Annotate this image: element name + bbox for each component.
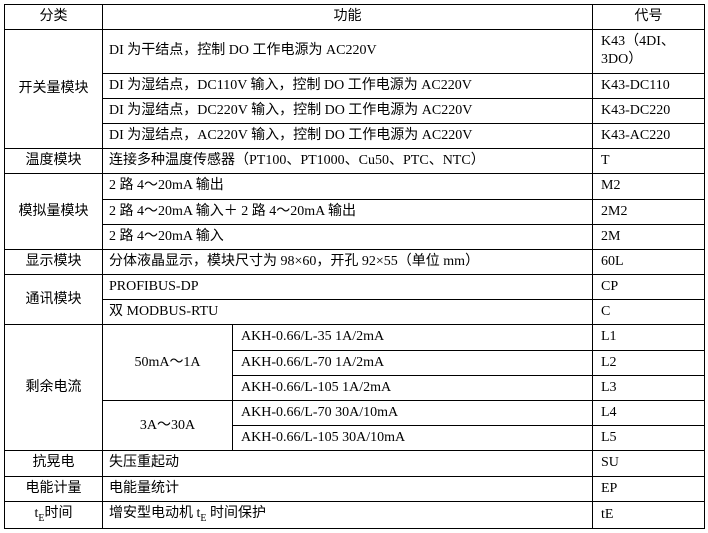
cell-code: L5 <box>593 426 705 451</box>
cell-range1: 50mA～1A <box>103 325 233 401</box>
cell-func: AKH-0.66/L-70 1A/2mA <box>233 350 593 375</box>
cell-func: DI 为湿结点，DC220V 输入，控制 DO 工作电源为 AC220V <box>103 98 593 123</box>
te-cat-post: 时间 <box>45 506 73 521</box>
header-category: 分类 <box>5 5 103 30</box>
cell-code: M2 <box>593 174 705 199</box>
cell-code: C <box>593 300 705 325</box>
table-row: 模拟量模块 2 路 4～20mA 输出 M2 <box>5 174 705 199</box>
table-row: 双 MODBUS-RTU C <box>5 300 705 325</box>
cell-func: 失压重起动 <box>103 451 593 476</box>
cell-code: L4 <box>593 401 705 426</box>
cell-code: K43（4DI、3DO） <box>593 30 705 73</box>
te-func-pre: 增安型电动机 t <box>109 506 200 521</box>
table-row: DI 为湿结点，DC220V 输入，控制 DO 工作电源为 AC220V K43… <box>5 98 705 123</box>
cell-func: 电能量统计 <box>103 476 593 501</box>
cell-func: 双 MODBUS-RTU <box>103 300 593 325</box>
cell-func: AKH-0.66/L-105 1A/2mA <box>233 375 593 400</box>
cell-func: DI 为湿结点，DC110V 输入，控制 DO 工作电源为 AC220V <box>103 73 593 98</box>
cell-func: AKH-0.66/L-70 30A/10mA <box>233 401 593 426</box>
cell-func: 2 路 4～20mA 输入 <box>103 224 593 249</box>
cell-func: PROFIBUS-DP <box>103 275 593 300</box>
cell-code: T <box>593 149 705 174</box>
cell-code: L2 <box>593 350 705 375</box>
cell-func: AKH-0.66/L-35 1A/2mA <box>233 325 593 350</box>
cell-func: DI 为干结点，控制 DO 工作电源为 AC220V <box>103 30 593 73</box>
cell-code: 2M2 <box>593 199 705 224</box>
cell-code: SU <box>593 451 705 476</box>
cell-func: 2 路 4～20mA 输出 <box>103 174 593 199</box>
cell-code: 60L <box>593 249 705 274</box>
cat-analog: 模拟量模块 <box>5 174 103 250</box>
table-row: 剩余电流 50mA～1A AKH-0.66/L-35 1A/2mA L1 <box>5 325 705 350</box>
te-func-post: 时间保护 <box>207 506 267 521</box>
cell-range2: 3A～30A <box>103 401 233 451</box>
cat-display: 显示模块 <box>5 249 103 274</box>
cell-code: CP <box>593 275 705 300</box>
header-code: 代号 <box>593 5 705 30</box>
cell-code: K43-DC110 <box>593 73 705 98</box>
header-row: 分类 功能 代号 <box>5 5 705 30</box>
cell-code: 2M <box>593 224 705 249</box>
spec-table: 分类 功能 代号 开关量模块 DI 为干结点，控制 DO 工作电源为 AC220… <box>4 4 705 529</box>
table-row: 开关量模块 DI 为干结点，控制 DO 工作电源为 AC220V K43（4DI… <box>5 30 705 73</box>
cell-code: K43-DC220 <box>593 98 705 123</box>
cell-func: 增安型电动机 tE 时间保护 <box>103 501 593 528</box>
cat-antishake: 抗晃电 <box>5 451 103 476</box>
cell-code: K43-AC220 <box>593 123 705 148</box>
table-row: 2 路 4～20mA 输入 2M <box>5 224 705 249</box>
cat-residual: 剩余电流 <box>5 325 103 451</box>
cat-temp: 温度模块 <box>5 149 103 174</box>
cell-func: 2 路 4～20mA 输入＋ 2 路 4～20mA 输出 <box>103 199 593 224</box>
cell-func: 分体液晶显示，模块尺寸为 98×60，开孔 92×55（单位 mm） <box>103 249 593 274</box>
table-row: 抗晃电 失压重起动 SU <box>5 451 705 476</box>
header-function: 功能 <box>103 5 593 30</box>
cell-code: L1 <box>593 325 705 350</box>
table-row: tE时间 增安型电动机 tE 时间保护 tE <box>5 501 705 528</box>
table-row: 2 路 4～20mA 输入＋ 2 路 4～20mA 输出 2M2 <box>5 199 705 224</box>
table-row: DI 为湿结点，DC110V 输入，控制 DO 工作电源为 AC220V K43… <box>5 73 705 98</box>
cell-func: AKH-0.66/L-105 30A/10mA <box>233 426 593 451</box>
cell-code: tE <box>593 501 705 528</box>
table-row: 温度模块 连接多种温度传感器（PT100、PT1000、Cu50、PTC、NTC… <box>5 149 705 174</box>
table-row: 3A～30A AKH-0.66/L-70 30A/10mA L4 <box>5 401 705 426</box>
cell-code: EP <box>593 476 705 501</box>
cat-switch: 开关量模块 <box>5 30 103 149</box>
cell-func: DI 为湿结点，AC220V 输入，控制 DO 工作电源为 AC220V <box>103 123 593 148</box>
table-row: 通讯模块 PROFIBUS-DP CP <box>5 275 705 300</box>
cat-te: tE时间 <box>5 501 103 528</box>
cat-energy: 电能计量 <box>5 476 103 501</box>
table-row: 电能计量 电能量统计 EP <box>5 476 705 501</box>
cat-comm: 通讯模块 <box>5 275 103 325</box>
table-row: 显示模块 分体液晶显示，模块尺寸为 98×60，开孔 92×55（单位 mm） … <box>5 249 705 274</box>
cell-code: L3 <box>593 375 705 400</box>
cell-func: 连接多种温度传感器（PT100、PT1000、Cu50、PTC、NTC） <box>103 149 593 174</box>
table-row: DI 为湿结点，AC220V 输入，控制 DO 工作电源为 AC220V K43… <box>5 123 705 148</box>
